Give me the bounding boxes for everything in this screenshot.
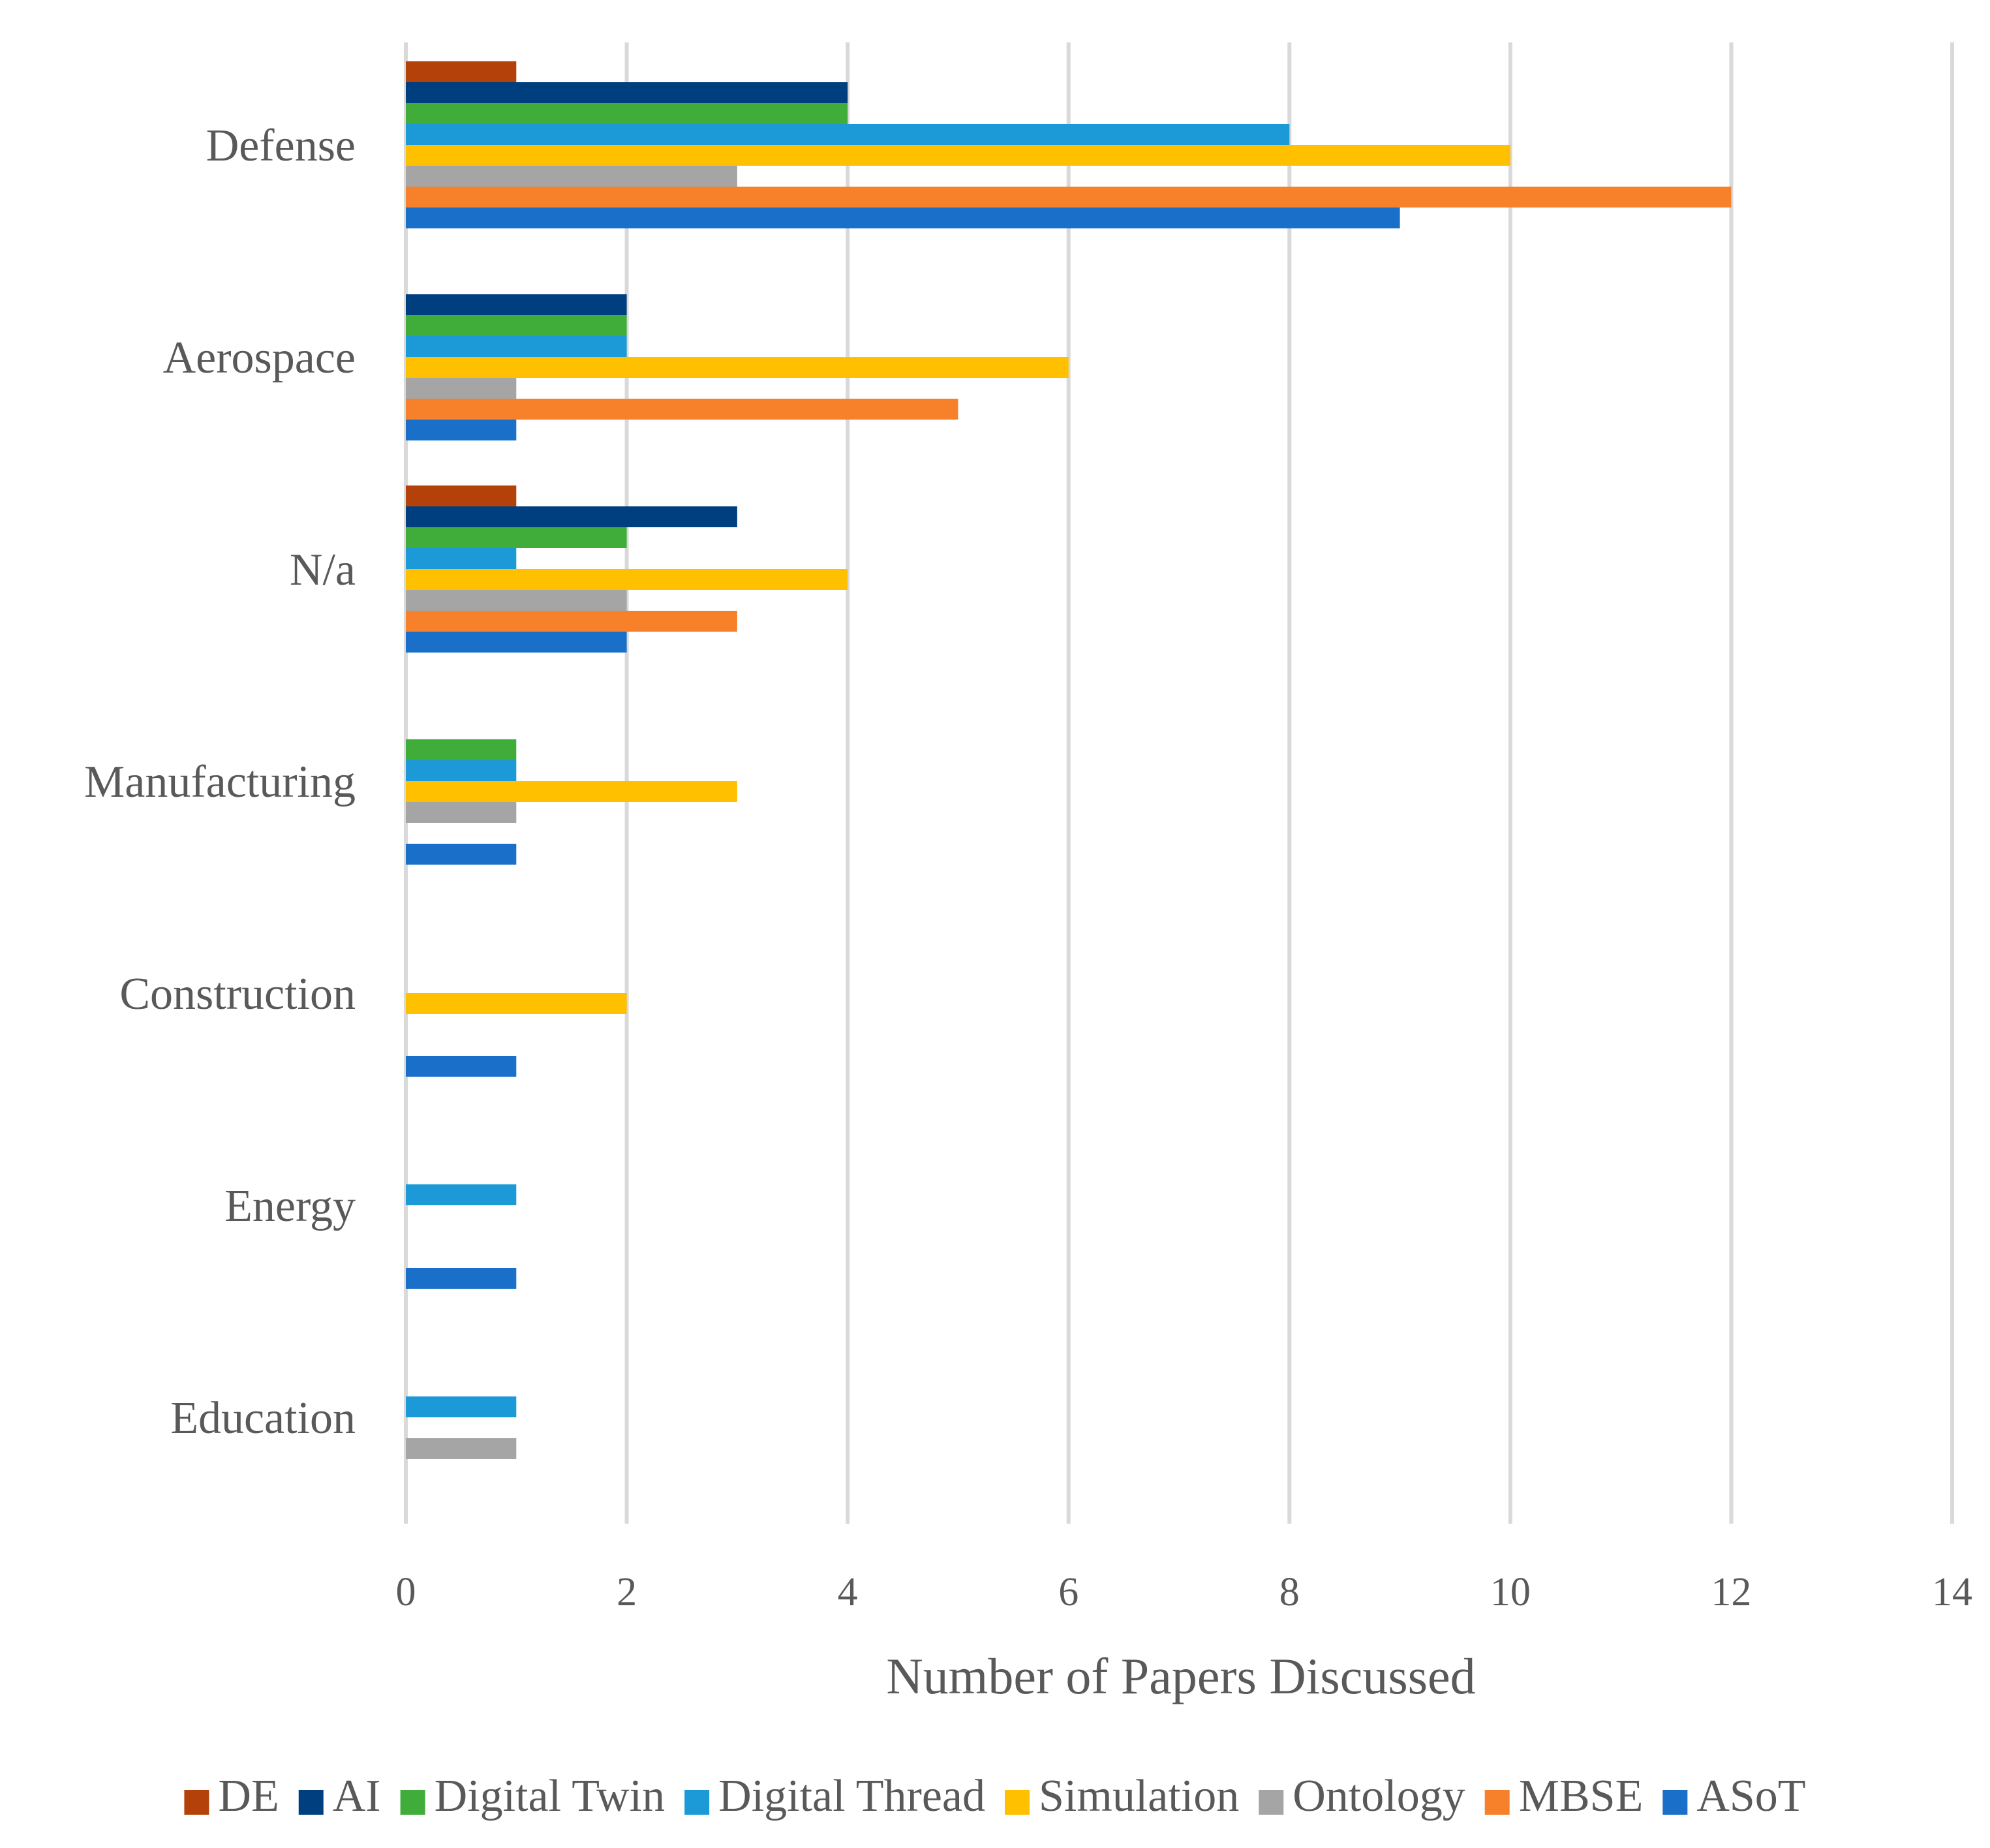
x-tick-label-6: 6 xyxy=(1058,1570,1079,1614)
x-tick-label-2: 2 xyxy=(617,1570,637,1614)
legend-swatch-de xyxy=(184,1790,209,1815)
bar-aerospace-mbse xyxy=(406,399,958,420)
bar-defense-simulation xyxy=(406,145,1510,166)
legend-label-ontology: Ontology xyxy=(1293,1771,1465,1821)
legend-swatch-ontology xyxy=(1259,1790,1284,1815)
x-axis-title: Number of Papers Discussed xyxy=(886,1648,1475,1704)
legend-item-simulation: Simulation xyxy=(1005,1771,1239,1821)
bar-n-a-mbse xyxy=(406,611,737,632)
bar-construction-asot xyxy=(406,1056,517,1077)
bar-manufacturing-simulation xyxy=(406,781,737,802)
legend-label-asot: ASoT xyxy=(1696,1771,1805,1821)
legend-label-de: DE xyxy=(218,1771,279,1821)
x-tick-label-0: 0 xyxy=(396,1570,416,1614)
bar-defense-digital-twin xyxy=(406,103,848,124)
bar-n-a-asot xyxy=(406,632,627,653)
x-tick-label-4: 4 xyxy=(838,1570,858,1614)
legend-item-de: DE xyxy=(184,1771,279,1821)
bar-aerospace-ai xyxy=(406,294,627,315)
legend-item-ai: AI xyxy=(298,1771,381,1821)
x-tick-label-10: 10 xyxy=(1490,1570,1531,1614)
bar-aerospace-ontology xyxy=(406,378,517,399)
legend-swatch-ai xyxy=(298,1790,324,1815)
legend-label-ai: AI xyxy=(333,1771,381,1821)
legend-swatch-digital-twin xyxy=(400,1790,425,1815)
bar-n-a-de xyxy=(406,485,517,506)
category-label-aerospace: Aerospace xyxy=(163,333,356,383)
bar-education-ontology xyxy=(406,1438,517,1459)
bar-energy-digital-thread xyxy=(406,1184,517,1205)
legend-label-simulation: Simulation xyxy=(1039,1771,1239,1821)
x-tick-labels: 0 2 4 6 8 10 12 14 xyxy=(396,1570,1973,1614)
bar-construction-simulation xyxy=(406,993,627,1014)
x-tick-label-14: 14 xyxy=(1932,1570,1972,1614)
x-tick-label-8: 8 xyxy=(1279,1570,1300,1614)
bar-defense-mbse xyxy=(406,187,1732,208)
legend-label-digital-twin: Digital Twin xyxy=(435,1771,666,1821)
bar-aerospace-digital-thread xyxy=(406,336,627,357)
category-label-n-a: N/a xyxy=(290,545,356,595)
bar-n-a-digital-twin xyxy=(406,527,627,548)
legend-swatch-digital-thread xyxy=(684,1790,710,1815)
bar-energy-asot xyxy=(406,1268,517,1289)
category-label-defense: Defense xyxy=(206,121,356,171)
bar-education-digital-thread xyxy=(406,1396,517,1417)
category-label-education: Education xyxy=(170,1393,356,1443)
bar-n-a-simulation xyxy=(406,569,848,590)
bar-aerospace-asot xyxy=(406,420,517,440)
bar-defense-de xyxy=(406,61,517,82)
bar-manufacturing-digital-twin xyxy=(406,739,517,760)
bar-manufacturing-ontology xyxy=(406,802,517,823)
bar-defense-asot xyxy=(406,208,1400,228)
legend-item-asot: ASoT xyxy=(1662,1771,1806,1821)
bar-manufacturing-digital-thread xyxy=(406,760,517,781)
bar-n-a-ai xyxy=(406,506,737,527)
legend-item-ontology: Ontology xyxy=(1259,1771,1465,1821)
legend: DE AI Digital Twin Digital Thread Simulation… xyxy=(184,1771,1806,1821)
legend-item-digital-thread: Digital Thread xyxy=(684,1771,985,1821)
bar-aerospace-simulation xyxy=(406,357,1069,378)
gridlines xyxy=(404,42,1954,1524)
bar-aerospace-digital-twin xyxy=(406,315,627,336)
legend-swatch-simulation xyxy=(1005,1790,1030,1815)
bar-n-a-digital-thread xyxy=(406,548,517,569)
bar-defense-digital-thread xyxy=(406,124,1290,145)
x-tick-label-12: 12 xyxy=(1711,1570,1751,1614)
bar-defense-ontology xyxy=(406,166,737,187)
category-label-construction: Construction xyxy=(119,969,356,1019)
bars xyxy=(406,61,1732,1459)
legend-item-digital-twin: Digital Twin xyxy=(400,1771,666,1821)
category-label-manufacturing: Manufacturing xyxy=(84,757,356,807)
bar-n-a-ontology xyxy=(406,590,627,611)
bar-defense-ai xyxy=(406,82,848,103)
legend-swatch-asot xyxy=(1662,1790,1688,1815)
category-labels: Defense Aerospace N/a Manufacturing Construc… xyxy=(84,121,356,1443)
legend-label-digital-thread: Digital Thread xyxy=(718,1771,985,1821)
category-label-energy: Energy xyxy=(224,1181,356,1231)
legend-label-mbse: MBSE xyxy=(1519,1771,1644,1821)
legend-swatch-mbse xyxy=(1484,1790,1510,1815)
bar-manufacturing-asot xyxy=(406,844,517,865)
legend-item-mbse: MBSE xyxy=(1484,1771,1644,1821)
